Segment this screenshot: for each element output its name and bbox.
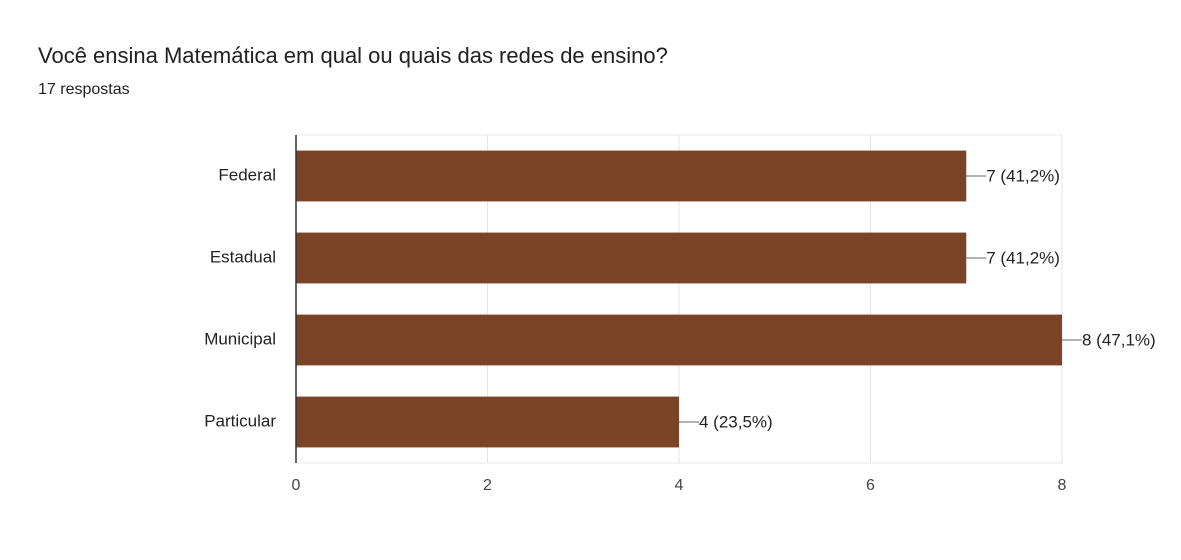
bar xyxy=(296,232,967,284)
x-tick-label: 8 xyxy=(1058,477,1067,494)
value-label: 7 (41,2%) xyxy=(986,166,1060,185)
x-tick-label: 4 xyxy=(675,477,684,494)
y-tick-label: Federal xyxy=(218,165,276,184)
y-tick-label: Particular xyxy=(204,411,276,430)
value-label: 7 (41,2%) xyxy=(986,248,1060,267)
bar xyxy=(296,314,1062,366)
x-tick-label: 2 xyxy=(483,477,492,494)
x-tick-label: 0 xyxy=(292,477,301,494)
bar xyxy=(296,396,679,448)
chart-subtitle: 17 respostas xyxy=(38,81,130,98)
bar xyxy=(296,150,967,202)
chart-title: Você ensina Matemática em qual ou quais … xyxy=(38,43,668,68)
value-label: 4 (23,5%) xyxy=(699,412,773,431)
x-tick-label: 6 xyxy=(866,477,875,494)
y-tick-label: Municipal xyxy=(204,329,276,348)
value-label: 8 (47,1%) xyxy=(1082,330,1156,349)
y-tick-label: Estadual xyxy=(210,247,276,266)
